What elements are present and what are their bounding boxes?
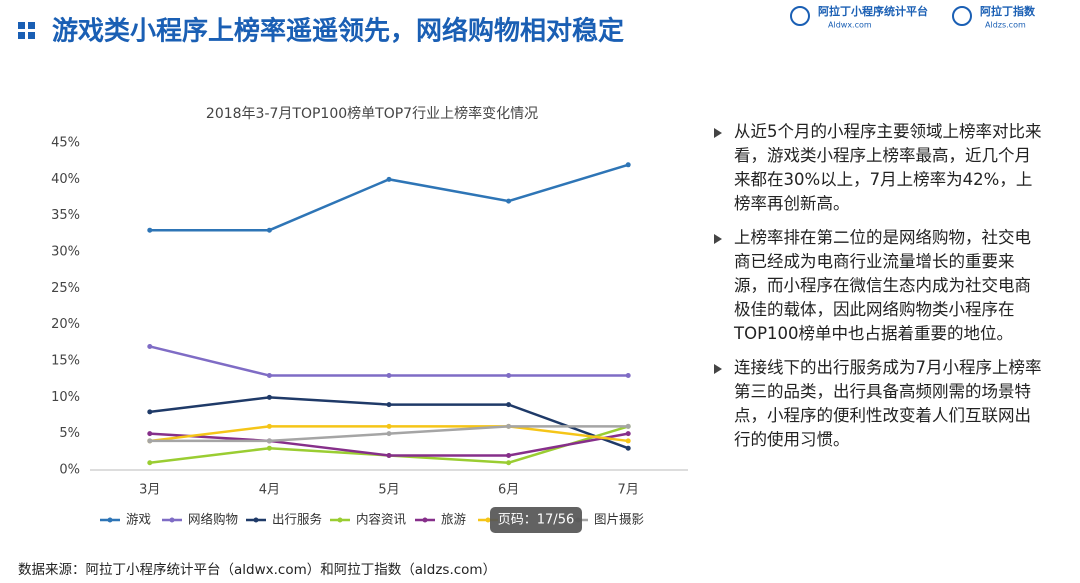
- page-overlay-text: 页码：17/56: [498, 513, 574, 528]
- point: [506, 460, 512, 466]
- x-tick-label: 4月: [259, 483, 280, 498]
- chart-title: 2018年3-7月TOP100榜单TOP7行业上榜率变化情况: [206, 105, 538, 122]
- bullet: 上榜率排在第二位的是网络购物，社交电商已经成为电商行业流量增长的重要来源，而小程…: [712, 226, 1042, 346]
- series-line: [149, 345, 629, 377]
- legend-swatch: [485, 517, 491, 523]
- point: [266, 438, 272, 444]
- point: [506, 373, 512, 379]
- logo-text: 阿拉丁指数: [980, 4, 1036, 18]
- legend-label: 图片摄影: [594, 512, 645, 527]
- y-tick-label: 40%: [51, 172, 80, 187]
- x-tick-label: 3月: [139, 483, 160, 498]
- y-tick-label: 30%: [51, 245, 80, 260]
- y-tick-label: 25%: [51, 281, 80, 296]
- legend-label: 游戏: [126, 512, 151, 527]
- y-tick-label: 20%: [51, 317, 80, 332]
- point: [386, 176, 392, 182]
- legend-label: 内容资讯: [356, 512, 407, 527]
- logo-icon: [952, 6, 972, 26]
- series-line: [149, 432, 629, 457]
- point: [266, 445, 272, 451]
- point: [147, 227, 153, 233]
- legend-label: 出行服务: [272, 512, 322, 527]
- point: [625, 445, 631, 451]
- legend-swatch: [422, 517, 428, 523]
- point: [147, 343, 153, 349]
- point: [266, 394, 272, 400]
- point: [625, 373, 631, 379]
- point: [506, 198, 512, 204]
- y-tick-label: 0%: [59, 463, 80, 478]
- source: 数据来源：阿拉丁小程序统计平台（aldwx.com）和阿拉丁指数（aldzs.c…: [18, 562, 496, 578]
- icon: [28, 32, 35, 39]
- slide-title: 游戏类小程序上榜率遥遥领先，网络购物相对稳定: [52, 16, 624, 47]
- x-tick-label: 5月: [378, 483, 399, 498]
- point: [147, 438, 153, 444]
- legend-swatch: [107, 517, 113, 523]
- point: [506, 402, 512, 408]
- legend-swatch: [253, 517, 259, 523]
- logo-url: Aldwx.com: [828, 21, 872, 30]
- point: [386, 452, 392, 458]
- bullet-list: 从近5个月的小程序主要领域上榜率对比来看，游戏类小程序上榜率最高，近几个月来都在…: [712, 120, 1042, 462]
- point: [147, 460, 153, 466]
- point: [147, 409, 153, 415]
- point: [147, 431, 153, 437]
- point: [625, 431, 631, 437]
- point: [266, 373, 272, 379]
- point: [625, 438, 631, 444]
- point: [506, 452, 512, 458]
- logo-text: 阿拉丁小程序统计平台: [818, 4, 928, 18]
- point: [386, 373, 392, 379]
- bullet: 连接线下的出行服务成为7月小程序上榜率第三的品类，出行具备高频刚需的场景特点，小…: [712, 356, 1042, 452]
- point: [386, 423, 392, 429]
- legend-swatch: [169, 517, 175, 523]
- point: [506, 423, 512, 429]
- legend-label: 旅游: [441, 512, 467, 527]
- icon: [18, 22, 25, 29]
- y-tick-label: 5%: [59, 426, 80, 441]
- point: [386, 402, 392, 408]
- point: [625, 162, 631, 168]
- x-tick-label: 7月: [618, 483, 639, 498]
- legend-swatch: [337, 517, 343, 523]
- point: [266, 423, 272, 429]
- icon: [28, 22, 35, 29]
- page-overlay: [490, 507, 582, 533]
- bullet: 从近5个月的小程序主要领域上榜率对比来看，游戏类小程序上榜率最高，近几个月来都在…: [712, 120, 1042, 216]
- point: [266, 227, 272, 233]
- series-line: [149, 163, 629, 232]
- logo-url: Aldzs.com: [985, 21, 1026, 30]
- logo-icon: [790, 6, 810, 26]
- icon: [18, 32, 25, 39]
- x-tick-label: 6月: [498, 483, 519, 498]
- point: [625, 423, 631, 429]
- y-tick-label: 45%: [51, 136, 80, 151]
- y-tick-label: 15%: [51, 354, 80, 369]
- point: [386, 431, 392, 437]
- y-tick-label: 35%: [51, 208, 80, 223]
- y-tick-label: 10%: [51, 390, 80, 405]
- legend-label: 网络购物: [188, 512, 238, 527]
